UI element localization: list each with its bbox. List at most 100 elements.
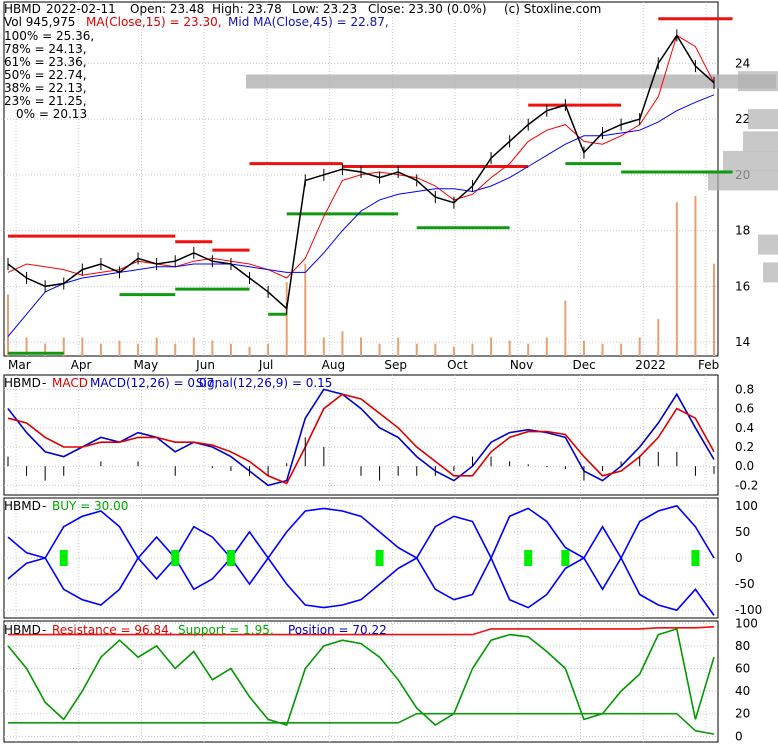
macd-title: MACD (52, 376, 88, 390)
buy-signal-marker (375, 550, 384, 566)
volume-bar (582, 340, 585, 356)
x-tick-label: Apr (71, 358, 92, 372)
header-close: Close: 23.30 (0.0%) (368, 2, 487, 16)
buy-title: BUY = 30.00 (52, 499, 128, 513)
y-tick-label-3: 60 (735, 661, 750, 675)
pos-dash: - (42, 623, 46, 637)
fib-100: 100% = 25.36, (4, 29, 94, 43)
header-ticker: HBMD (4, 2, 41, 16)
volume-bar (378, 343, 381, 356)
volume-bar (267, 343, 270, 356)
volume-bar (675, 202, 678, 356)
header-low: Low: 23.23 (292, 2, 357, 16)
y-tick-label-3: 0 (735, 729, 743, 743)
volume-bar (118, 340, 121, 356)
buy-signal-marker (691, 550, 700, 566)
x-tick-label: 2022 (635, 358, 666, 372)
x-tick-label: Aug (322, 358, 345, 372)
y-tick-label-3: 80 (735, 639, 750, 653)
header-midma: Mid MA(Close,45) = 22.87, (228, 15, 389, 29)
volume-bar (304, 263, 307, 356)
y-tick-label-1: 0.0 (735, 459, 754, 473)
macd-ticker: HBMD (4, 376, 41, 390)
x-tick-label: Nov (510, 358, 533, 372)
x-tick-label: Jun (195, 358, 215, 372)
panel-frame-1 (3, 374, 719, 496)
volume-bar (248, 346, 251, 356)
series-3-0 (7, 627, 715, 726)
fib-50: 50% = 22.74, (4, 68, 87, 82)
y-tick-label-1: 0.6 (735, 402, 754, 416)
volume-bar (7, 294, 9, 356)
volume-bar (174, 343, 177, 356)
volume-bar (25, 337, 28, 356)
volume-bar (694, 196, 697, 356)
x-tick-label: Jul (258, 358, 273, 372)
fib-61: 61% = 23.36, (4, 55, 87, 69)
volume-bar (229, 343, 232, 356)
series-1-0 (7, 388, 715, 487)
x-tick-label: Feb (698, 358, 719, 372)
buy-signal-marker (59, 550, 68, 566)
macd-dash: - (42, 376, 46, 390)
volume-bar (192, 337, 195, 356)
series-1-1 (7, 393, 715, 485)
macd-signal: Signal(12,26,9) = 0.15 (196, 376, 332, 390)
volume-bar (99, 343, 102, 356)
volume-profile-bar (758, 234, 778, 255)
header-date: 2022-02-11 (46, 2, 116, 16)
y-tick-label-3: 20 (735, 707, 750, 721)
series-3-2 (8, 712, 715, 735)
volume-bar (657, 319, 660, 356)
buy-signal-marker (524, 550, 533, 566)
y-tick-label-2: 100 (735, 499, 758, 513)
header-ma: MA(Close,15) = 23.30, (86, 15, 222, 29)
y-tick-label-price: 16 (735, 279, 750, 293)
volume-bar (713, 263, 715, 356)
price-series-1 (7, 94, 715, 337)
volume-bar (601, 343, 604, 356)
volume-bar (322, 337, 325, 356)
volume-bar (62, 337, 65, 356)
y-tick-label-2: -50 (735, 577, 755, 591)
x-tick-label: May (133, 358, 158, 372)
x-tick-label: Oct (447, 358, 468, 372)
volume-bar (620, 343, 623, 356)
header-source: (c) Stoxline.com (504, 2, 601, 16)
volume-bar (44, 343, 47, 356)
volume-bar (490, 337, 493, 356)
panel-frame-3 (3, 620, 719, 743)
fib-38: 38% = 22.13, (4, 81, 87, 95)
volume-bar (285, 282, 288, 356)
volume-profile-bar (723, 150, 778, 171)
price-series-0 (7, 34, 715, 279)
buy-signal-marker (561, 550, 570, 566)
volume-profile-bar (708, 170, 778, 191)
x-tick-label: Dec (573, 358, 596, 372)
series-2-1 (7, 556, 715, 616)
header-vol: Vol 945,975 (4, 15, 75, 29)
y-tick-label-price: 18 (735, 224, 750, 238)
pos-ticker: HBMD (4, 623, 41, 637)
volume-bar (471, 343, 474, 356)
price-band (246, 74, 776, 89)
buy-signal-marker (171, 550, 180, 566)
x-tick-label: Sep (384, 358, 407, 372)
volume-profile-bar (763, 262, 778, 283)
buy-signal-marker (226, 550, 235, 566)
y-tick-label-1: 0.2 (735, 440, 754, 454)
buy-dash: - (42, 499, 46, 513)
volume-bar (434, 343, 437, 356)
pos-position: Position = 70.22 (288, 623, 387, 637)
fib-78: 78% = 24.13, (4, 42, 87, 56)
header-open: Open: 23.48 (130, 2, 204, 16)
volume-bar (638, 337, 641, 356)
volume-bar (211, 340, 214, 356)
series-2-0 (7, 504, 715, 560)
pos-support: Support = 1.95, (178, 623, 274, 637)
volume-bar (564, 300, 567, 356)
header-high: High: 23.78 (212, 2, 282, 16)
volume-bar (415, 343, 418, 356)
